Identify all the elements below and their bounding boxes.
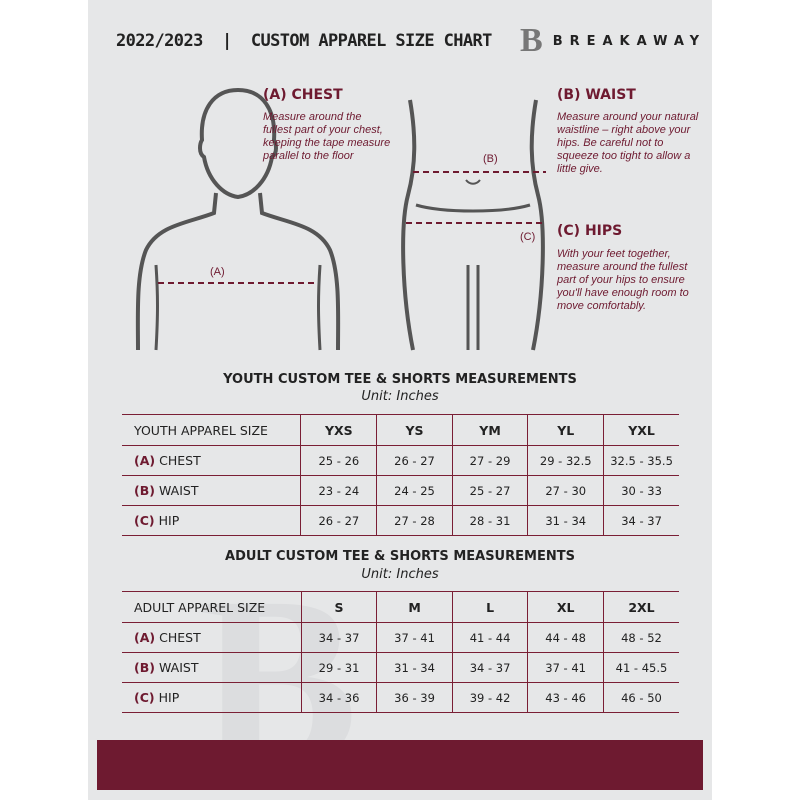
table-cell: 25 - 26 — [300, 445, 377, 476]
table-cell: 34 - 37 — [451, 652, 528, 683]
table-cell: 28 - 31 — [451, 505, 528, 536]
row-name: WAIST — [158, 483, 199, 498]
table-cell: 34 - 37 — [603, 505, 679, 536]
row-name: HIP — [158, 690, 180, 705]
table-cell: 31 - 34 — [376, 652, 453, 683]
footer-bar — [97, 740, 703, 790]
size-label: YOUTH APPAREL SIZE — [122, 414, 301, 446]
hips-marker: (C) — [520, 231, 536, 243]
table-cell: 31 - 34 — [527, 505, 604, 536]
row-label: (B) WAIST — [122, 475, 301, 506]
logo-mark: B — [520, 22, 543, 59]
table-cell: 34 - 37 — [300, 622, 377, 653]
size-header: L — [451, 591, 528, 623]
row-letter: (B) — [134, 483, 155, 498]
adult-size-table: ADULT APPAREL SIZE S M L XL 2XL (A) CHEST… — [122, 591, 679, 713]
row-label: (A) CHEST — [122, 445, 301, 476]
waist-marker: (B) — [483, 153, 498, 165]
row-label: (B) WAIST — [122, 652, 302, 683]
table-cell: 39 - 42 — [451, 682, 528, 713]
chest-description: Measure around the fullest part of your … — [263, 111, 391, 162]
size-header: YS — [376, 414, 453, 446]
table-cell: 48 - 52 — [602, 622, 679, 653]
youth-table-unit: Unit: Inches — [361, 389, 439, 404]
table-row: (B) WAIST 23 - 24 24 - 25 25 - 27 27 - 30 30 … — [122, 475, 679, 506]
adult-table-title: ADULT CUSTOM TEE & SHORTS MEASUREMENTS — [225, 549, 575, 564]
size-header: 2XL — [602, 591, 679, 623]
table-cell: 23 - 24 — [300, 475, 377, 506]
row-label: (A) CHEST — [122, 622, 302, 653]
size-header: S — [300, 591, 377, 623]
size-header: YXS — [300, 414, 377, 446]
table-row: (C) HIP 26 - 27 27 - 28 28 - 31 31 - 34 34 - … — [122, 505, 679, 536]
table-cell: 24 - 25 — [376, 475, 453, 506]
table-cell: 34 - 36 — [300, 682, 377, 713]
table-row: (B) WAIST 29 - 31 31 - 34 34 - 37 37 - 41 41 … — [122, 652, 679, 683]
youth-table-title: YOUTH CUSTOM TEE & SHORTS MEASUREMENTS — [223, 372, 577, 387]
row-letter: (A) — [134, 453, 156, 468]
table-cell: 25 - 27 — [451, 475, 528, 506]
row-name: CHEST — [159, 453, 201, 468]
brand-logo: B BREAKAWAY — [520, 24, 706, 58]
size-label: ADULT APPAREL SIZE — [122, 591, 302, 623]
size-header: YXL — [603, 414, 679, 446]
table-cell: 27 - 28 — [376, 505, 453, 536]
row-letter: (B) — [134, 660, 155, 675]
table-cell: 27 - 29 — [451, 445, 528, 476]
row-name: HIP — [158, 513, 180, 528]
table-cell: 27 - 30 — [527, 475, 604, 506]
row-name: WAIST — [158, 660, 199, 675]
table-header-row: ADULT APPAREL SIZE S M L XL 2XL — [122, 591, 679, 623]
table-cell: 26 - 27 — [300, 505, 377, 536]
table-cell: 29 - 31 — [300, 652, 377, 683]
size-chart-page: B 2022/2023 | CUSTOM APPAREL SIZE CHART … — [88, 0, 712, 800]
table-cell: 44 - 48 — [527, 622, 604, 653]
table-cell: 41 - 44 — [451, 622, 528, 653]
upper-body-figure — [135, 87, 341, 351]
table-row: (C) HIP 34 - 36 36 - 39 39 - 42 43 - 46 46 - … — [122, 682, 679, 713]
row-letter: (A) — [134, 630, 156, 645]
table-header-row: YOUTH APPAREL SIZE YXS YS YM YL YXL — [122, 414, 679, 446]
table-cell: 46 - 50 — [602, 682, 679, 713]
row-letter: (C) — [134, 513, 155, 528]
hips-heading: (C) HIPS — [557, 223, 623, 239]
hips-description: With your feet together, measure around … — [557, 248, 689, 312]
page-title: 2022/2023 | CUSTOM APPAREL SIZE CHART — [116, 31, 492, 51]
size-header: M — [376, 591, 453, 623]
waist-heading: (B) WAIST — [557, 87, 636, 103]
adult-table-unit: Unit: Inches — [361, 567, 439, 582]
table-cell: 32.5 - 35.5 — [603, 445, 679, 476]
brand-name: BREAKAWAY — [552, 33, 707, 49]
waist-description: Measure around your natural waistline – … — [557, 111, 699, 175]
table-row: (A) CHEST 25 - 26 26 - 27 27 - 29 29 - 32.5 3… — [122, 445, 679, 476]
lower-body-figure — [401, 99, 546, 351]
chest-marker: (A) — [210, 266, 225, 278]
size-header: YM — [451, 414, 528, 446]
chest-heading: (A) CHEST — [263, 87, 343, 103]
table-cell: 30 - 33 — [603, 475, 679, 506]
table-cell: 29 - 32.5 — [527, 445, 604, 476]
table-cell: 36 - 39 — [376, 682, 453, 713]
size-header: XL — [527, 591, 604, 623]
table-cell: 41 - 45.5 — [602, 652, 679, 683]
row-name: CHEST — [159, 630, 201, 645]
table-cell: 37 - 41 — [527, 652, 604, 683]
table-cell: 37 - 41 — [376, 622, 453, 653]
row-label: (C) HIP — [122, 682, 302, 713]
table-cell: 43 - 46 — [527, 682, 604, 713]
row-label: (C) HIP — [122, 505, 301, 536]
size-header: YL — [527, 414, 604, 446]
row-letter: (C) — [134, 690, 155, 705]
table-cell: 26 - 27 — [376, 445, 453, 476]
youth-size-table: YOUTH APPAREL SIZE YXS YS YM YL YXL (A) C… — [122, 414, 679, 536]
table-row: (A) CHEST 34 - 37 37 - 41 41 - 44 44 - 48 48 … — [122, 622, 679, 653]
